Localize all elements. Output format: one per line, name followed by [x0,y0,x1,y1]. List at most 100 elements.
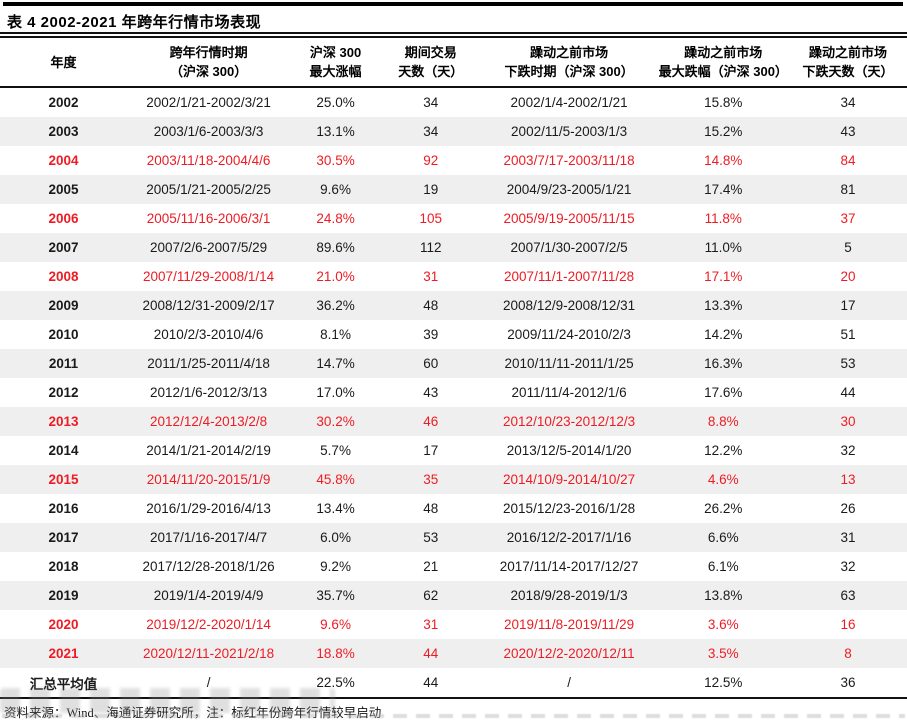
cell-pre_drop: 14.8% [704,153,743,168]
table-row: 汇总平均值 / 22.5% 44 / 12.5% 36 [0,668,907,697]
cell-year: 2016 [48,501,79,516]
cell-period: 2012/12/4-2013/2/8 [150,414,268,429]
cell-pre_period: 2007/1/30-2007/2/5 [510,240,628,255]
cell-period: / [206,675,211,690]
column-header-line2: 最大跌幅（沪深 300） [658,64,788,79]
column-header-4: 期间交易天数（天） [381,38,481,86]
cell-year: 2018 [48,559,79,574]
cell-gain: 30.2% [316,414,355,429]
column-header-2: 跨年行情时期 （沪深 300） [127,38,290,86]
table-header-row: 年度 跨年行情时期 （沪深 300） 沪深 300 最大涨幅 期间交易 天数（天） 躁动之前市… [0,38,907,88]
cell-pre_period: 2003/7/17-2003/11/18 [503,153,635,168]
column-header-5: 躁动之前市场下跌时期（沪深 300） [481,38,658,86]
cell-pre_drop: 11.0% [704,240,742,255]
cell-pre_drop: 16.3% [704,356,743,371]
cell-gain: 9.6% [320,617,351,632]
cell-period: 2017/12/28-2018/1/26 [142,559,275,574]
cell-year: 2019 [48,588,79,603]
cell-pre_drop: 15.8% [704,95,743,110]
column-header-line2: 下跌天数（天） [802,64,894,79]
cell-pre_period: 2007/11/1-2007/11/28 [504,269,635,284]
cell-period: 2003/1/6-2003/3/3 [153,124,264,139]
cell-days: 92 [423,153,439,168]
cell-pre_period: 2012/10/23-2012/12/3 [503,414,636,429]
cell-pre_days: 5 [844,240,852,255]
cell-pre_days: 53 [840,356,856,371]
column-header-line2: 天数（天） [398,64,464,79]
cell-pre_days: 26 [840,501,856,516]
cell-pre_period: 2017/11/14-2017/12/27 [499,559,639,574]
cell-gain: 25.0% [316,95,355,110]
cell-pre_drop: 17.1% [704,269,743,284]
cell-year: 2015 [48,472,79,487]
cell-gain: 13.1% [316,124,355,139]
cell-days: 60 [423,356,439,371]
cell-pre_days: 32 [840,559,856,574]
cell-year: 2009 [48,298,79,313]
table-row: 2015 2014/11/20-2015/1/9 45.8% 35 2014/10/9-… [0,465,907,494]
cell-days: 31 [423,269,439,284]
cell-year: 2006 [48,211,79,226]
cell-days: 19 [423,182,439,197]
cell-gain: 21.0% [316,269,355,284]
cell-days: 46 [423,414,439,429]
cell-days: 112 [420,240,442,255]
cell-pre_period: / [567,675,571,690]
cell-year: 2011 [48,356,79,371]
cell-pre_drop: 3.5% [707,646,739,661]
cell-year: 汇总平均值 [29,676,98,692]
cell-period: 2017/1/16-2017/4/7 [150,530,268,545]
table-bottom-rule [0,697,907,699]
cell-pre_drop: 6.1% [707,559,739,574]
cell-pre_drop: 12.2% [704,443,743,458]
cell-pre_days: 44 [840,385,856,400]
table-row: 2018 2017/12/28-2018/1/26 9.2% 21 2017/11/14… [0,552,907,581]
cell-pre_days: 84 [840,153,856,168]
cell-period: 2002/1/21-2002/3/21 [146,95,271,110]
cell-gain: 8.1% [320,327,351,342]
cell-gain: 36.2% [316,298,355,313]
cell-pre_days: 13 [840,472,856,487]
cell-gain: 18.8% [316,646,355,661]
table-row: 2005 2005/1/21-2005/2/25 9.6% 19 2004/9/23-2… [0,175,907,204]
table-title: 表 4 2002-2021 年跨年行情市场表现 [7,14,262,31]
column-header-line1: 躁动之前市场 [530,45,609,60]
cell-period: 2019/12/2-2020/1/14 [146,617,271,632]
cell-year: 2017 [48,530,79,545]
cell-gain: 13.4% [316,501,355,516]
cell-pre_drop: 6.6% [707,530,739,545]
cell-pre_period: 2008/12/9-2008/12/31 [503,298,636,313]
cell-pre_period: 2015/12/23-2016/1/28 [503,501,636,516]
cell-pre_period: 2010/11/11-2011/1/25 [504,356,634,371]
cell-gain: 22.5% [316,675,355,690]
cell-pre_days: 51 [840,327,856,342]
table-row: 2010 2010/2/3-2010/4/6 8.1% 39 2009/11/24-20… [0,320,907,349]
cell-days: 21 [423,559,439,574]
cell-days: 44 [423,646,439,661]
column-header-line2: 下跌时期（沪深 300） [504,64,634,79]
cell-year: 2010 [48,327,79,342]
cell-year: 2004 [48,153,79,168]
table-row: 2013 2012/12/4-2013/2/8 30.2% 46 2012/10/23-… [0,407,907,436]
table-row: 2003 2003/1/6-2003/3/3 13.1% 34 2002/11/5-20… [0,117,907,146]
column-header-line1: 躁动之前市场 [684,45,763,60]
cell-period: 2008/12/31-2009/2/17 [142,298,275,313]
table-row: 2002 2002/1/21-2002/3/21 25.0% 34 2002/1/4-2… [0,88,907,117]
cell-pre_drop: 4.6% [707,472,739,487]
cell-pre_period: 2019/11/8-2019/11/29 [504,617,635,632]
cell-period: 2005/11/16-2006/3/1 [146,211,271,226]
column-header-line1: 期间交易 [404,45,457,60]
cell-pre_days: 36 [840,675,856,690]
cell-pre_days: 17 [840,298,856,313]
cell-pre_drop: 15.2% [704,124,743,139]
table-row: 2012 2012/1/6-2012/3/13 17.0% 43 2011/11/4-2… [0,378,907,407]
column-header-line1: 跨年行情时期 [169,45,248,60]
table-row: 2008 2007/11/29-2008/1/14 21.0% 31 2007/11/1… [0,262,907,291]
column-header-1: 年度 [0,38,127,86]
table-row: 2016 2016/1/29-2016/4/13 13.4% 48 2015/12/23… [0,494,907,523]
cell-pre_days: 31 [840,530,856,545]
cell-pre_drop: 17.4% [704,182,743,197]
table-row: 2006 2005/11/16-2006/3/1 24.8% 105 2005/9/19… [0,204,907,233]
cell-pre_drop: 26.2% [704,501,743,516]
column-header-line2: （沪深 300） [169,64,248,79]
